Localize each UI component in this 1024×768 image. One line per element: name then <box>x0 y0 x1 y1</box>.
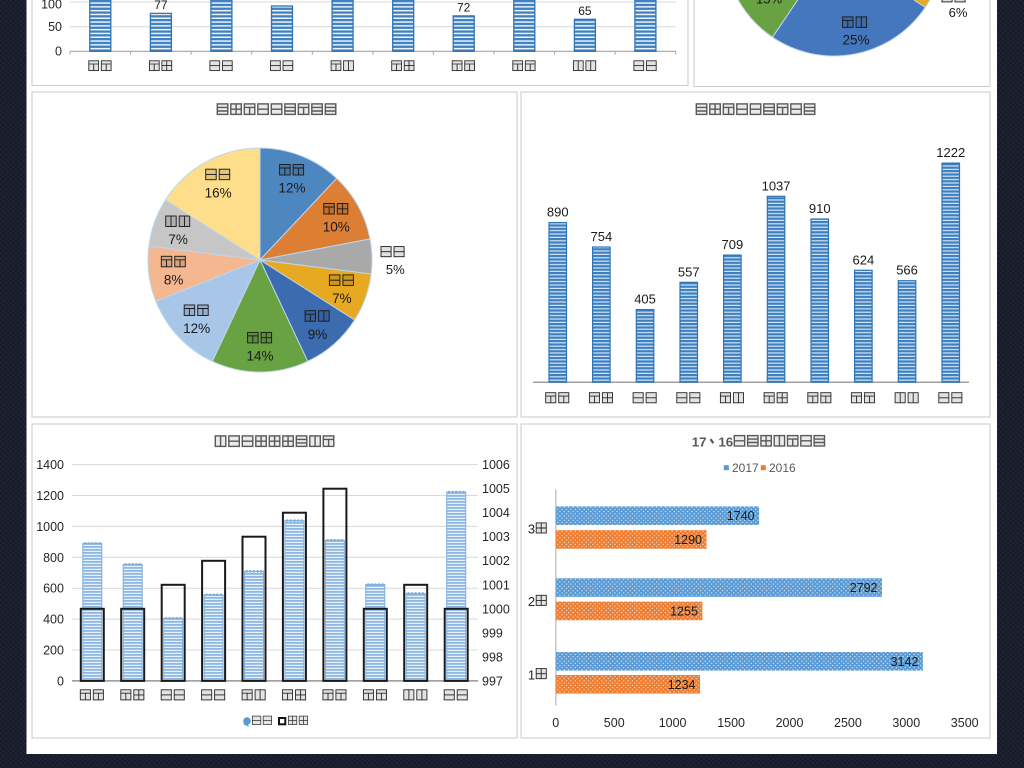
svg-text:2500: 2500 <box>834 716 862 730</box>
svg-text:16: 16 <box>718 435 733 450</box>
svg-text:999: 999 <box>482 626 503 640</box>
svg-text:1: 1 <box>528 667 535 682</box>
svg-text:624: 624 <box>853 252 875 267</box>
svg-text:12%: 12% <box>183 321 210 336</box>
svg-text:566: 566 <box>896 263 918 278</box>
svg-text:50: 50 <box>48 20 62 34</box>
svg-text:65: 65 <box>578 4 592 18</box>
svg-text:1290: 1290 <box>674 533 702 547</box>
svg-text:2016: 2016 <box>769 461 796 475</box>
svg-text:3500: 3500 <box>951 716 979 730</box>
svg-text:6%: 6% <box>949 5 968 20</box>
svg-text:7%: 7% <box>168 232 188 247</box>
svg-text:800: 800 <box>43 551 64 565</box>
svg-text:1037: 1037 <box>762 178 791 193</box>
svg-text:709: 709 <box>722 237 744 252</box>
svg-text:997: 997 <box>482 674 503 688</box>
svg-text:754: 754 <box>591 229 613 244</box>
svg-text:12%: 12% <box>279 181 306 196</box>
svg-text:9%: 9% <box>308 327 328 342</box>
svg-text:1740: 1740 <box>727 509 755 523</box>
svg-text:1255: 1255 <box>670 604 698 618</box>
svg-text:405: 405 <box>634 292 656 307</box>
svg-text:1234: 1234 <box>668 678 696 692</box>
svg-text:2017: 2017 <box>732 461 759 475</box>
svg-text:14%: 14% <box>247 349 274 364</box>
svg-text:17: 17 <box>692 435 707 450</box>
svg-text:72: 72 <box>457 0 471 14</box>
svg-text:3: 3 <box>528 522 535 537</box>
svg-text:0: 0 <box>55 45 62 59</box>
svg-text:890: 890 <box>547 205 569 220</box>
svg-text:16%: 16% <box>205 185 232 200</box>
svg-text:10%: 10% <box>323 220 350 235</box>
svg-text:2000: 2000 <box>776 716 804 730</box>
svg-text:1200: 1200 <box>36 489 64 503</box>
svg-text:998: 998 <box>482 650 503 664</box>
svg-text:1006: 1006 <box>482 458 510 472</box>
svg-text:1003: 1003 <box>482 530 510 544</box>
svg-text:200: 200 <box>43 644 64 658</box>
svg-text:25%: 25% <box>843 33 870 48</box>
svg-text:557: 557 <box>678 264 700 279</box>
svg-text:1004: 1004 <box>482 506 510 520</box>
svg-text:0: 0 <box>57 674 64 688</box>
svg-text:1005: 1005 <box>482 482 510 496</box>
svg-text:1000: 1000 <box>36 520 64 534</box>
svg-text:0: 0 <box>552 716 559 730</box>
svg-text:5%: 5% <box>386 262 405 277</box>
svg-text:1001: 1001 <box>482 578 510 592</box>
svg-text:1000: 1000 <box>659 716 687 730</box>
svg-text:1002: 1002 <box>482 554 510 568</box>
svg-text:1400: 1400 <box>36 458 64 472</box>
svg-text:400: 400 <box>43 613 64 627</box>
svg-text:1000: 1000 <box>482 602 510 616</box>
svg-text:3142: 3142 <box>891 655 919 669</box>
svg-text:13%: 13% <box>756 0 782 7</box>
svg-text:100: 100 <box>41 0 62 12</box>
svg-text:2792: 2792 <box>850 581 878 595</box>
svg-text:2: 2 <box>528 594 535 609</box>
svg-text:910: 910 <box>809 201 831 216</box>
svg-text:500: 500 <box>604 716 625 730</box>
svg-text:8%: 8% <box>164 272 184 287</box>
svg-text:1500: 1500 <box>717 716 745 730</box>
svg-text:77: 77 <box>154 0 168 12</box>
svg-text:600: 600 <box>43 582 64 596</box>
svg-text:1222: 1222 <box>936 145 965 160</box>
svg-text:3000: 3000 <box>892 716 920 730</box>
svg-text:7%: 7% <box>332 291 352 306</box>
